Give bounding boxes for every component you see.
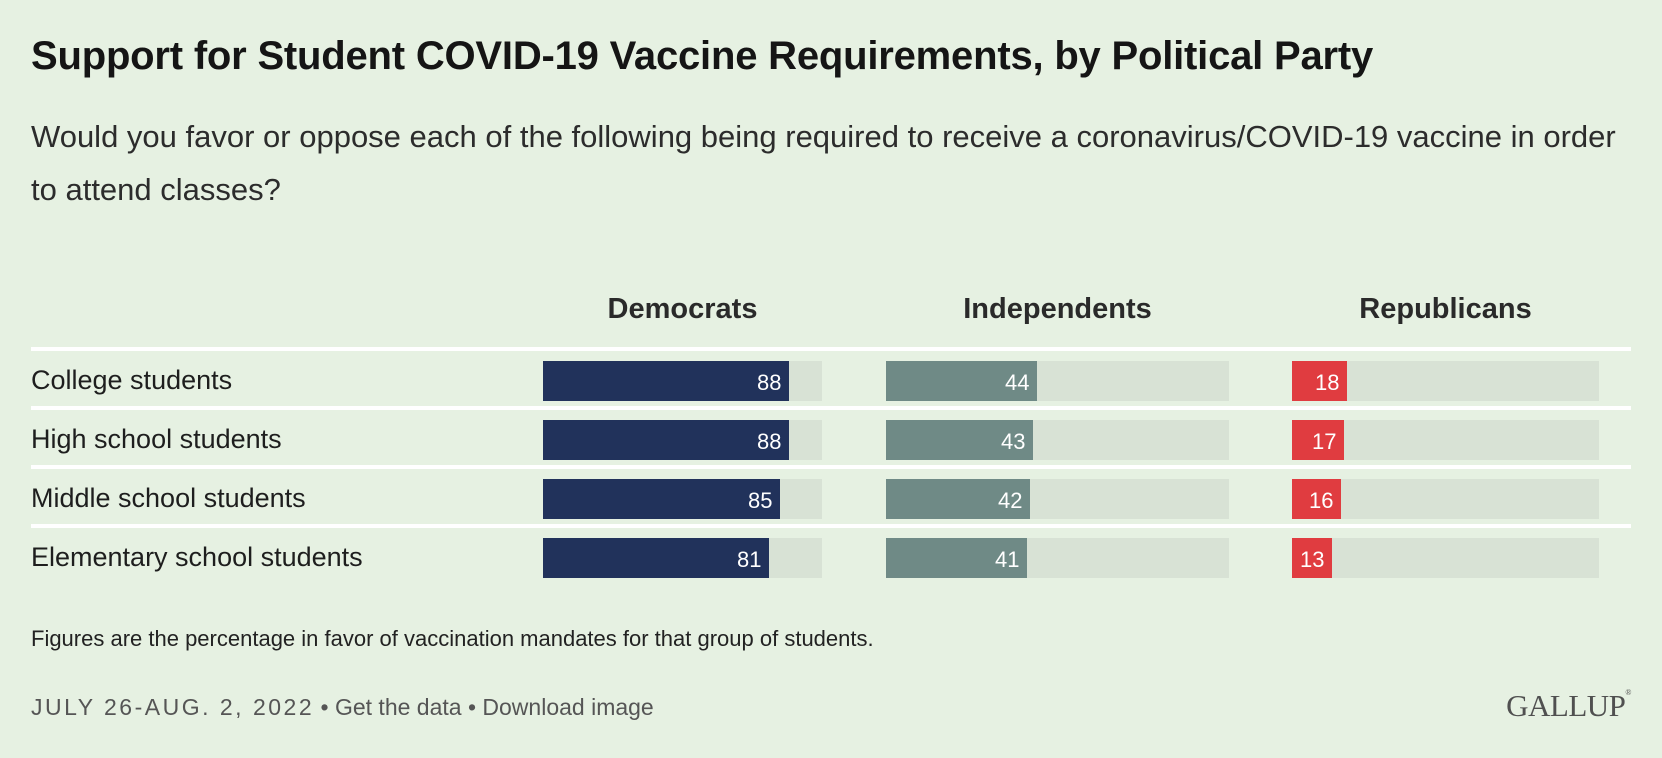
survey-date: JULY 26-AUG. 2, 2022	[31, 694, 315, 720]
data-label: 42	[998, 488, 1023, 513]
chart-row: Middle school students 85 42 16	[31, 465, 1631, 528]
bar-democrats	[543, 538, 769, 578]
chart-row: Elementary school students 81 41 13	[31, 524, 1631, 587]
bar-democrats	[543, 361, 789, 401]
bar-democrats	[543, 420, 789, 460]
data-label: 88	[757, 429, 782, 454]
category-label: High school students	[31, 424, 282, 454]
category-label: Elementary school students	[31, 542, 363, 572]
data-label: 18	[1315, 370, 1340, 395]
column-header-democrats: Democrats	[607, 293, 758, 325]
data-label: 41	[995, 547, 1020, 572]
separator: •	[320, 694, 329, 720]
bar-track: 81	[543, 538, 822, 578]
bar-track: 43	[886, 420, 1229, 460]
data-label: 43	[1001, 429, 1026, 454]
data-label: 17	[1312, 429, 1337, 454]
bar-republicans	[1292, 361, 1347, 401]
bar-track: 42	[886, 479, 1229, 519]
data-label: 13	[1300, 547, 1325, 572]
get-data-link[interactable]: Get the data	[334, 694, 462, 720]
category-label: College students	[31, 365, 233, 395]
gallup-logo: GALLUP®	[1506, 688, 1631, 723]
bar-track: 17	[1292, 420, 1599, 460]
bar-republicans	[1292, 479, 1341, 519]
footnote: Figures are the percentage in favor of v…	[31, 626, 874, 651]
bar-track: 41	[886, 538, 1229, 578]
bar-independents	[886, 361, 1037, 401]
chart-title: Support for Student COVID-19 Vaccine Req…	[31, 34, 1374, 78]
bar-track: 16	[1292, 479, 1599, 519]
chart-row: College students 88 44 18	[31, 347, 1631, 410]
bar-independents	[886, 538, 1027, 578]
separator: •	[467, 694, 477, 720]
chart-subtitle: Would you favor or oppose each of the fo…	[31, 119, 1616, 207]
column-header-independents: Independents	[963, 293, 1152, 325]
chart-row: High school students 88 43 17	[31, 406, 1631, 469]
bar-democrats	[543, 479, 780, 519]
bar-track: 18	[1292, 361, 1599, 401]
download-image-link[interactable]: Download image	[482, 694, 654, 720]
bar-track: 44	[886, 361, 1229, 401]
data-label: 88	[757, 370, 782, 395]
bar-independents	[886, 479, 1030, 519]
data-label: 81	[737, 547, 762, 572]
bar-republicans	[1292, 538, 1332, 578]
bar-track: 88	[543, 361, 822, 401]
category-label: Middle school students	[31, 483, 306, 513]
bar-track: 13	[1292, 538, 1599, 578]
column-header-republicans: Republicans	[1359, 293, 1532, 325]
data-label: 85	[748, 488, 773, 513]
bar-track: 88	[543, 420, 822, 460]
footer-meta: JULY 26-AUG. 2, 2022 • Get the data • Do…	[31, 694, 654, 721]
data-label: 44	[1005, 370, 1030, 395]
data-label: 16	[1309, 488, 1334, 513]
bar-track: 85	[543, 479, 822, 519]
bar-republicans	[1292, 420, 1344, 460]
bar-independents	[886, 420, 1033, 460]
